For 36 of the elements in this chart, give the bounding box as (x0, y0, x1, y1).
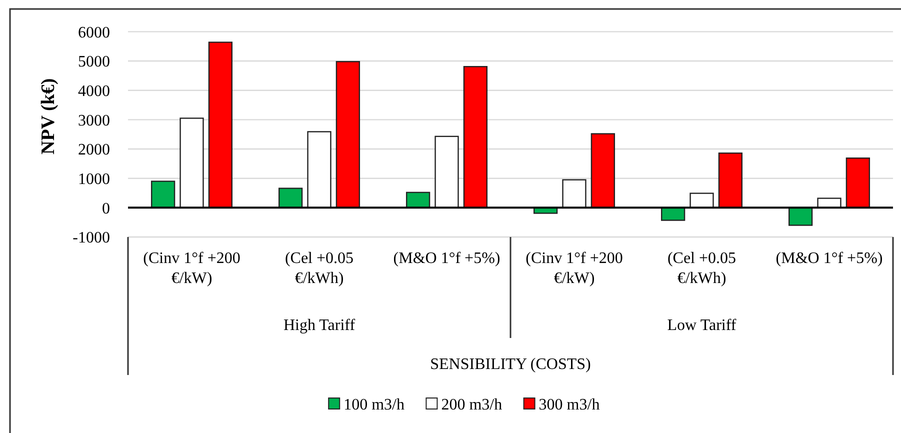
y-tick-label: -1000 (72, 230, 110, 247)
legend-label: 200 m3/h (441, 396, 502, 414)
y-tick-label: 6000 (78, 24, 110, 42)
x-tick-label: (Cel +0.05 €/kWh) (667, 250, 736, 287)
y-tick-label: 3000 (78, 112, 110, 130)
x-tick-label: (Cel +0.05 €/kWh) (284, 250, 354, 287)
bar (463, 66, 488, 208)
bar (180, 118, 204, 208)
legend-label: 100 m3/h (344, 396, 404, 414)
bar (434, 136, 459, 208)
x-tick-label: (Cinv 1°f +200 €/kW) (526, 250, 623, 287)
bar (718, 152, 743, 208)
bar (562, 179, 586, 208)
y-tick-label: 4000 (78, 82, 110, 100)
y-tick-label: 5000 (78, 54, 110, 71)
bar (660, 207, 686, 221)
y-tick-label: 0 (102, 200, 110, 218)
y-tick-label: 1000 (78, 170, 110, 188)
text: High Tariff (283, 317, 356, 334)
bar (690, 192, 714, 208)
bar (278, 188, 303, 208)
bar (336, 61, 360, 208)
bar (590, 133, 616, 208)
text: Low Tariff (667, 317, 737, 334)
bar (150, 180, 176, 208)
y-axis-title: NPV (k€) (38, 78, 59, 154)
y-tick-label: 2000 (78, 142, 110, 159)
bar (788, 207, 813, 226)
x-tick-label: (M&O 1°f +5%) (776, 250, 883, 267)
bar (208, 42, 233, 208)
x-tick-label: (Cinv 1°f +200 €/kW) (143, 250, 240, 287)
x-tick-label: (M&O 1°f +5%) (393, 250, 500, 267)
x-axis-title: SENSIBILITY (COSTS) (430, 356, 591, 373)
bar (846, 158, 870, 208)
bar (307, 131, 332, 208)
legend-label: 300 m3/h (538, 396, 600, 414)
